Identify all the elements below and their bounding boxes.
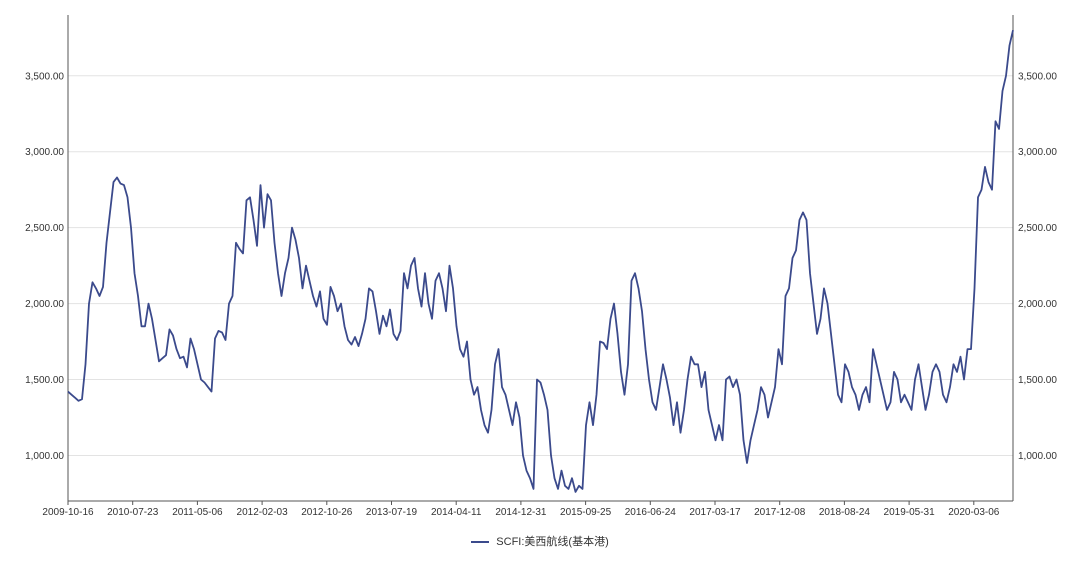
x-tick-label: 2015-09-25 <box>560 507 612 518</box>
x-tick-label: 2009-10-16 <box>42 507 94 518</box>
y-tick-label-left: 2,500.00 <box>25 223 64 234</box>
y-axis-right-labels: 1,000.00 1,500.00 2,000.00 2,500.00 3,000.00… <box>1018 71 1057 462</box>
y-tick-label-right: 2,000.00 <box>1018 299 1057 310</box>
legend-swatch-icon <box>471 541 490 544</box>
x-tick-label: 2020-03-06 <box>948 507 1000 518</box>
y-axis-left-labels: 1,000.00 1,500.00 2,000.00 2,500.00 3,000.00… <box>25 71 64 462</box>
x-axis-labels: 2009-10-16 2010-07-23 2011-05-06 2012-02-03… <box>42 507 999 518</box>
y-tick-label-left: 3,500.00 <box>25 71 64 82</box>
gridlines <box>68 75 1013 456</box>
y-tick-label-left: 3,000.00 <box>25 147 64 158</box>
y-tick-label-right: 1,500.00 <box>1018 375 1057 386</box>
x-tick-label: 2017-03-17 <box>689 507 741 518</box>
y-tick-label-right: 1,000.00 <box>1018 451 1057 462</box>
x-tick-label: 2012-02-03 <box>237 507 289 518</box>
x-tick-label: 2018-08-24 <box>819 507 871 518</box>
y-tick-label-left: 2,000.00 <box>25 299 64 310</box>
y-tick-label-right: 3,000.00 <box>1018 147 1057 158</box>
y-tick-label-left: 1,500.00 <box>25 375 64 386</box>
x-tick-label: 2014-04-11 <box>431 507 482 518</box>
x-tick-label: 2011-05-06 <box>172 507 223 518</box>
y-tick-label-right: 3,500.00 <box>1018 71 1057 82</box>
x-tick-label: 2010-07-23 <box>107 507 159 518</box>
legend-label: SCFI:美西航线(基本港) <box>496 536 609 548</box>
x-tick-label: 2012-10-26 <box>301 507 353 518</box>
series-line-0 <box>67 29 1014 493</box>
x-tick-label: 2016-06-24 <box>625 507 677 518</box>
y-tick-label-left: 1,000.00 <box>25 451 64 462</box>
x-tick-label: 2014-12-31 <box>495 507 547 518</box>
legend[interactable]: SCFI:美西航线(基本港) <box>0 533 1080 549</box>
x-tick-label: 2013-07-19 <box>366 507 418 518</box>
series-layer <box>67 29 1014 493</box>
x-tick-label: 2019-05-31 <box>884 507 936 518</box>
axes <box>67 15 1014 505</box>
x-tick-label: 2017-12-08 <box>754 507 806 518</box>
y-tick-label-right: 2,500.00 <box>1018 223 1057 234</box>
